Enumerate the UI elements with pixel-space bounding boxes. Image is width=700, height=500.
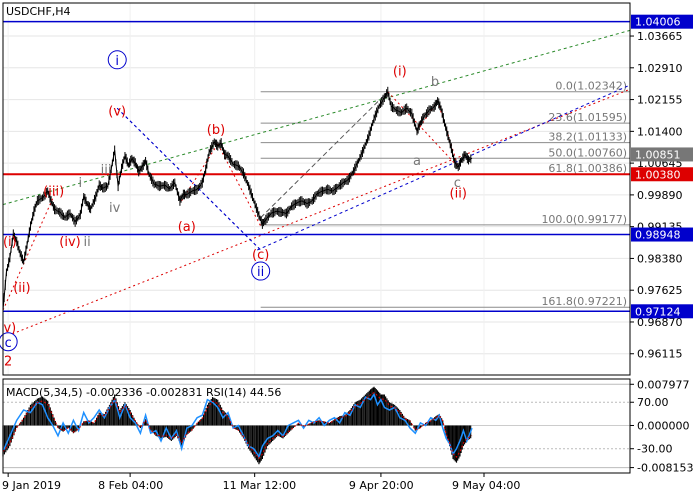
wave-label: (ii) <box>13 281 30 296</box>
price-panel-frame <box>2 2 631 376</box>
price-tick-label: 0.96870 <box>637 316 683 329</box>
fib-level-label: 0.0(1.02342) <box>555 80 627 93</box>
wave-label-circle <box>107 50 127 70</box>
sub-wave-line-b <box>437 100 459 168</box>
level-label-box <box>631 304 693 319</box>
level-label-text: 0.98948 <box>635 229 681 242</box>
time-tick-label: 9 Jan 2019 <box>2 479 61 492</box>
indicator-tick-label: -0.008153 <box>637 462 693 475</box>
level-label-text: 1.00851 <box>635 148 681 161</box>
time-tick-label: 11 Mar 12:00 <box>223 479 296 492</box>
fib-level-label: 38.2(1.01133) <box>548 131 627 144</box>
price-tick-label: 0.98380 <box>637 252 683 265</box>
wave-label: (a) <box>178 220 196 235</box>
time-tick-label: 9 May 04:00 <box>452 479 520 492</box>
price-tick-label: 0.99890 <box>637 189 683 202</box>
wave-label: iii <box>101 163 112 178</box>
price-tick-label: 1.01400 <box>637 125 683 138</box>
fib-level-label: 161.8(0.97221) <box>541 295 627 308</box>
indicator-tick-label: 0.000000 <box>637 419 690 432</box>
wave-label: (iv) <box>59 235 80 250</box>
wave-label: iv <box>109 201 121 216</box>
level-label-text: 1.04006 <box>635 16 681 29</box>
time-tick-label: 8 Feb 04:00 <box>98 479 163 492</box>
axes: 1.036651.029101.021551.014001.006450.998… <box>2 2 693 492</box>
indicator-panel-frame <box>2 378 631 474</box>
symbol-label: USDCHF,H4 <box>6 5 71 18</box>
horizontal-levels <box>3 20 630 313</box>
level-label-text: 0.97124 <box>635 305 681 318</box>
blue-channel-line <box>257 84 631 251</box>
indicator-tick-label: 70.00 <box>637 396 669 409</box>
wave-ii-line-b <box>116 107 262 251</box>
wave-label: b <box>431 75 439 90</box>
wave-label: ii <box>257 265 264 280</box>
wave-label: (c) <box>252 248 269 263</box>
wave-label: (ii) <box>450 186 467 201</box>
early-wave-line <box>2 194 55 311</box>
wave-label-circle <box>251 261 271 281</box>
price-tick-label: 1.02910 <box>637 62 683 75</box>
wave-label: c <box>454 176 461 191</box>
price-grid <box>3 3 630 375</box>
wave-label: v) <box>3 321 16 336</box>
indicator-label: MACD(5,34,5) -0.002336 -0.002831 RSI(14)… <box>6 386 281 399</box>
fib-level-label: 100.0(0.99177) <box>541 213 627 226</box>
green-channel-line <box>2 29 631 206</box>
macd-rsi-panel <box>2 383 630 469</box>
level-label-box <box>631 227 693 242</box>
level-label-text: 1.00380 <box>635 168 681 181</box>
macd-signal-line <box>2 391 473 460</box>
indicator-tick-label: 0.007977 <box>637 378 690 391</box>
wave-label: ii <box>84 235 91 250</box>
indicator-tick-label: -30.00 <box>637 443 672 456</box>
fib-level-label: 61.8(1.00386) <box>548 162 627 175</box>
price-line <box>2 90 473 311</box>
fib-level-label: 23.6(1.01595) <box>548 111 627 124</box>
wave-labels: iii(v)(b)(iii)(iv) iiiiiiv(a)(c)(i)(ii)i(… <box>0 50 467 370</box>
price-tick-label: 1.02155 <box>637 94 683 107</box>
wave-i-line <box>260 91 389 218</box>
level-label-box <box>631 167 693 182</box>
wave-label: i <box>78 176 82 191</box>
price-series <box>2 86 473 313</box>
wave-label: i <box>115 54 119 69</box>
trend-lines <box>2 29 631 339</box>
wave-label-circle <box>0 332 18 352</box>
wave-label: a <box>413 154 421 169</box>
wave-label: (v) <box>108 104 126 119</box>
level-label-box <box>631 147 693 162</box>
price-tick-label: 1.03665 <box>637 30 683 43</box>
red-trend-line <box>2 88 631 339</box>
wave-label: (iii) <box>43 184 64 199</box>
fib-level-label: 50.0(1.00760) <box>548 146 627 159</box>
wave-label: (i) <box>393 64 407 79</box>
wave-label: 2 <box>4 355 12 370</box>
time-tick-label: 9 Apr 20:00 <box>349 479 414 492</box>
wave-label: c <box>5 336 12 351</box>
price-tick-label: 0.96115 <box>637 348 683 361</box>
wave-label: (i) <box>3 235 17 250</box>
price-tick-label: 0.97625 <box>637 284 683 297</box>
wave-i-ii-line <box>387 91 459 168</box>
wave-label: (b) <box>207 123 225 138</box>
level-label-box <box>631 14 693 29</box>
rsi-line <box>2 392 473 459</box>
